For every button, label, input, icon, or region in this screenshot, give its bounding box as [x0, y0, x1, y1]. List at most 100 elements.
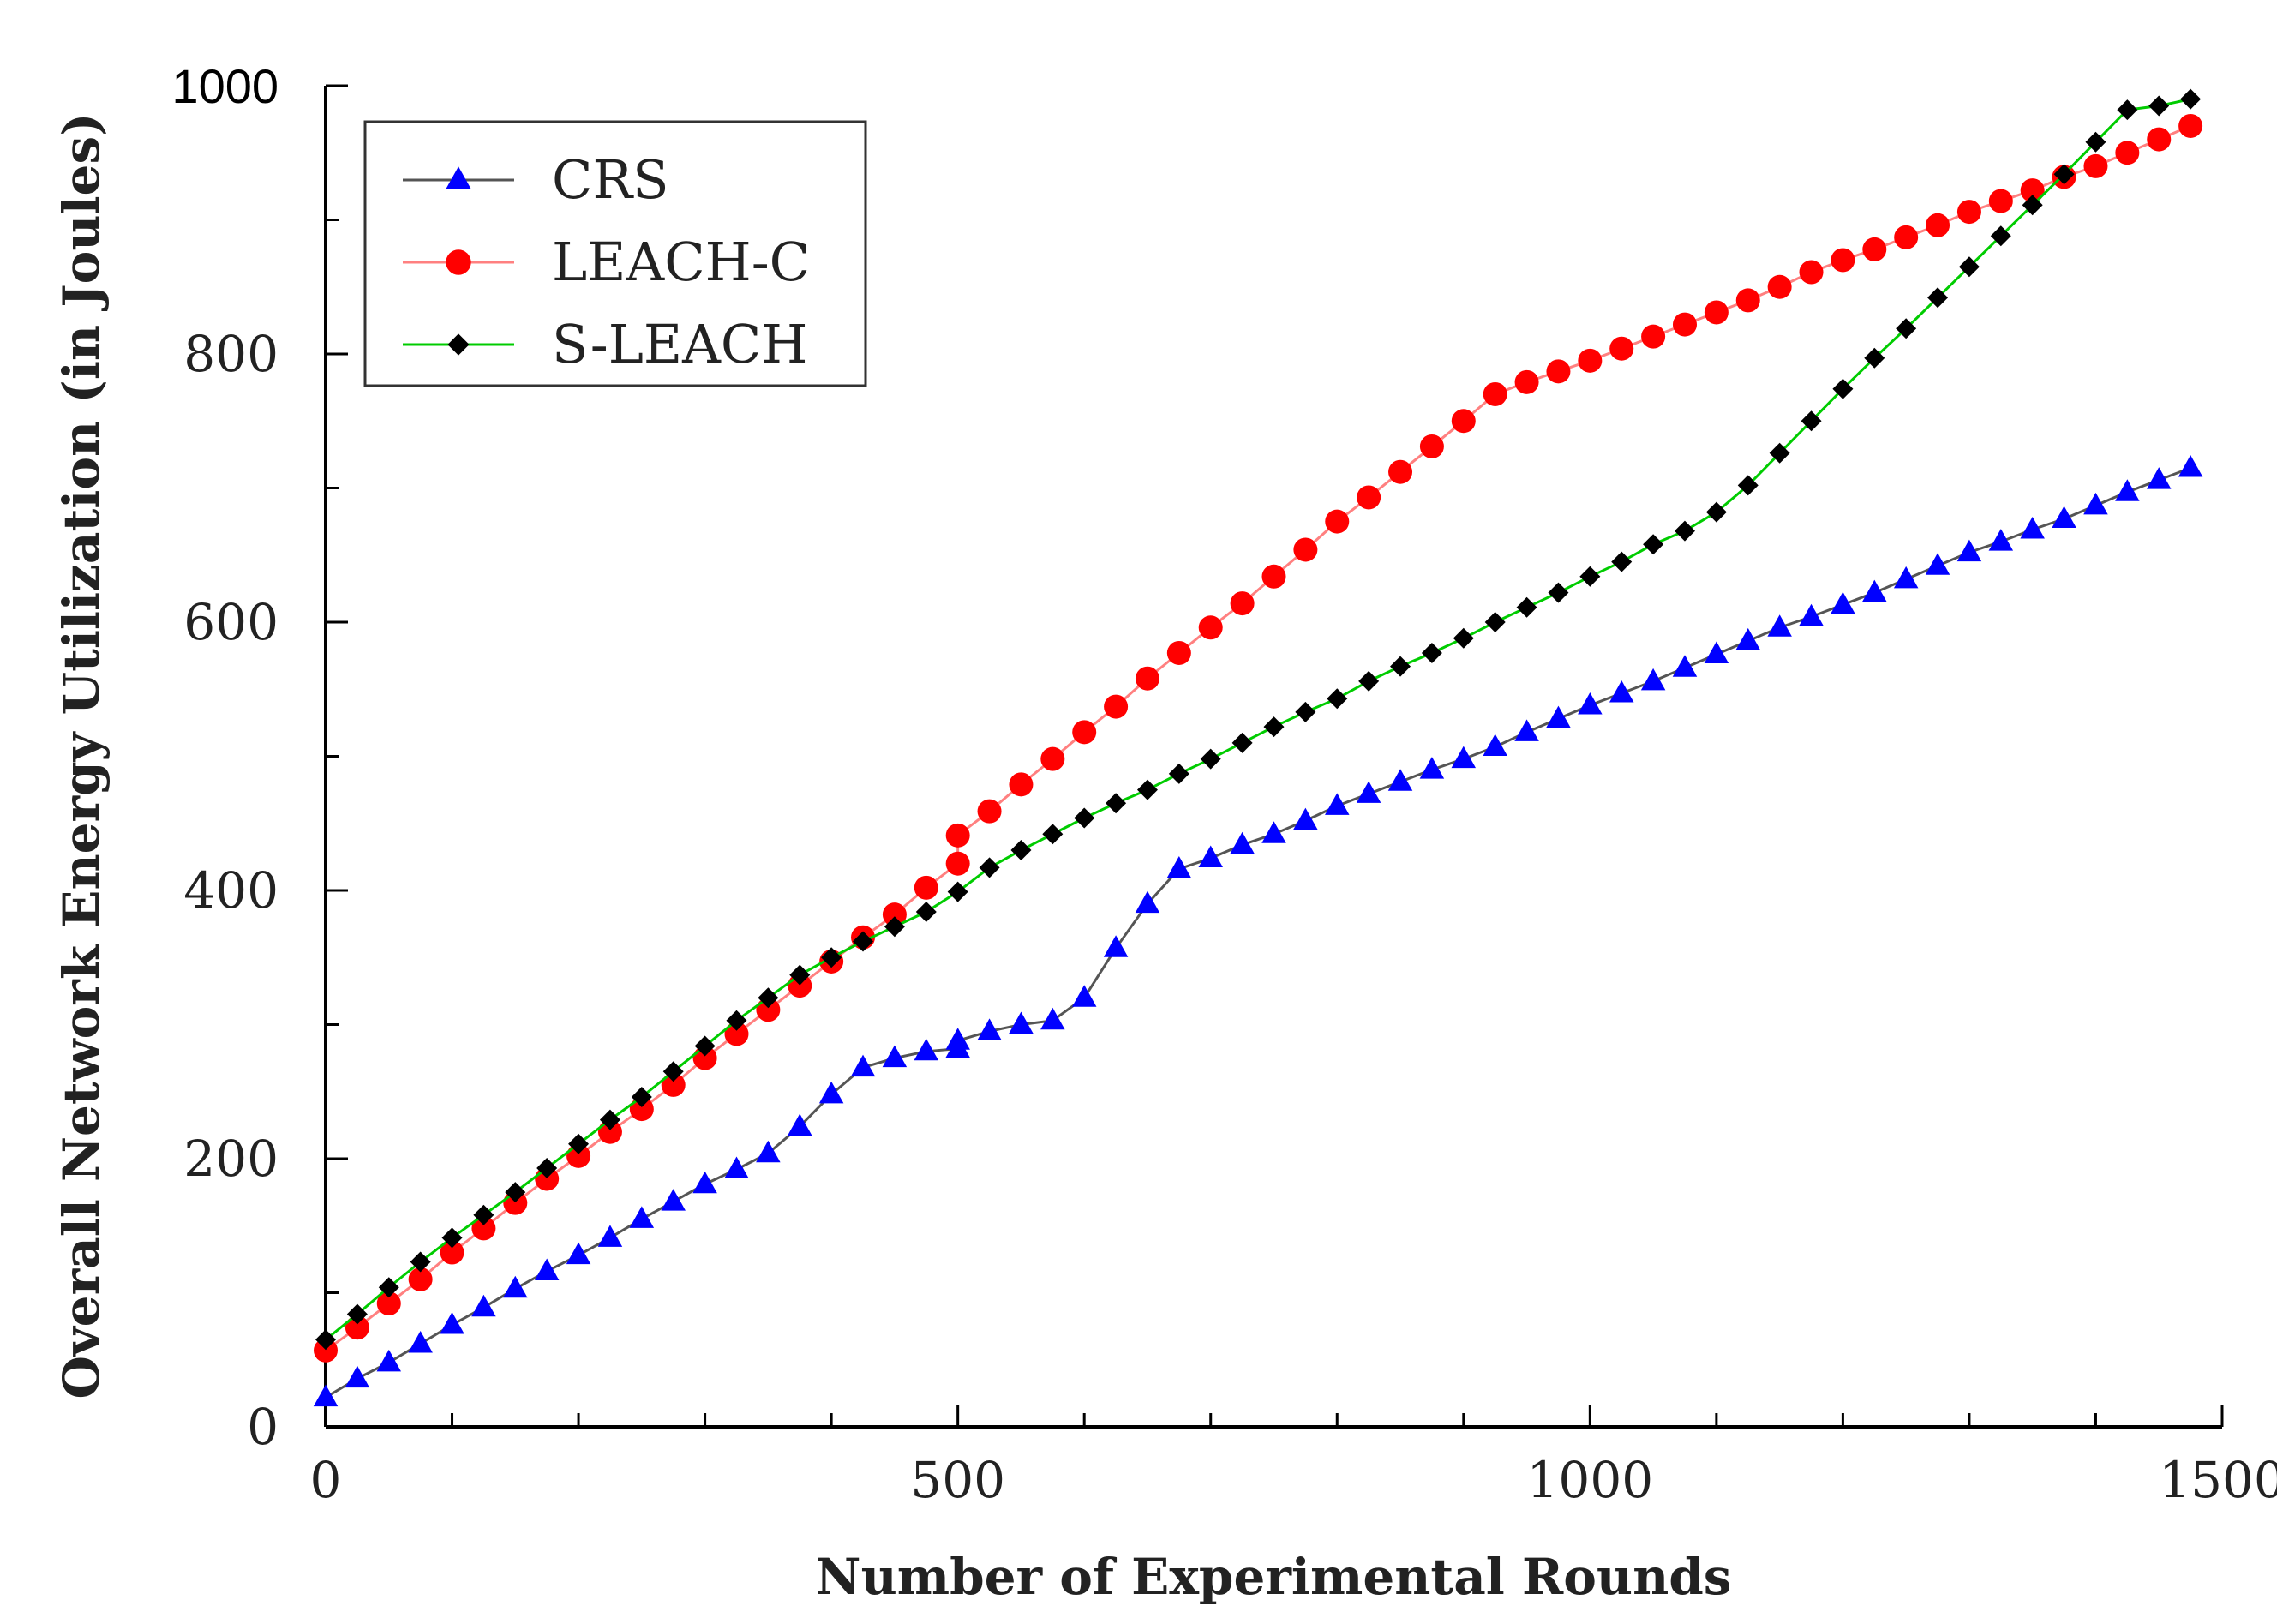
circle-marker [314, 1338, 338, 1363]
circle-marker [471, 1216, 496, 1241]
diamond-marker [1231, 732, 1253, 753]
triangle-marker [1578, 692, 1603, 715]
diamond-marker [631, 1087, 652, 1108]
circle-marker [1578, 348, 1603, 373]
triangle-marker [1893, 566, 1919, 589]
circle-marker [1956, 200, 1981, 225]
diamond-marker [1358, 670, 1380, 692]
diamond-marker [2117, 99, 2138, 121]
circle-marker [440, 1240, 464, 1265]
series-crs [313, 455, 2203, 1407]
diamond-marker [2022, 195, 2043, 216]
triangle-marker [1640, 668, 1666, 691]
diamond-marker [1579, 566, 1601, 587]
circle-marker [1988, 189, 2013, 213]
triangle-marker [1514, 719, 1539, 741]
triangle-marker [1735, 627, 1760, 650]
diamond-marker [1548, 582, 1569, 603]
triangle-marker [882, 1045, 908, 1068]
axis-ticks: 0 500 1000 1500 0 200 400 600 800 1000 [171, 59, 2277, 1509]
circle-marker [1451, 409, 1476, 434]
diamond-marker [447, 333, 470, 356]
circle-marker [1894, 225, 1919, 249]
triangle-marker [2052, 506, 2076, 528]
triangle-marker [566, 1242, 591, 1265]
diamond-marker [441, 1227, 463, 1249]
diamond-marker [2085, 131, 2106, 153]
diamond-marker [947, 881, 968, 902]
diamond-marker [1074, 807, 1095, 829]
diamond-marker [1484, 612, 1506, 632]
legend: CRS LEACH-C S-LEACH [363, 120, 867, 387]
series-s-leach [315, 88, 2202, 1351]
diamond-marker [789, 964, 811, 986]
circle-marker [408, 1267, 433, 1291]
y-tick-label: 600 [183, 593, 279, 651]
y-tick-label: 1000 [171, 59, 279, 113]
circle-marker [1514, 369, 1539, 394]
triangle-marker [1135, 890, 1160, 914]
circle-marker [945, 823, 970, 848]
diamond-marker [1168, 763, 1189, 784]
diamond-marker [694, 1035, 716, 1057]
circle-marker [2178, 113, 2203, 138]
triangle-marker [1799, 603, 1824, 626]
triangle-marker [313, 1384, 339, 1407]
diamond-marker [884, 916, 905, 938]
circle-marker [1609, 336, 1634, 361]
triangle-marker [914, 1038, 939, 1061]
diamond-marker [821, 947, 842, 968]
triangle-marker [2020, 517, 2045, 539]
diamond-marker [1705, 501, 1727, 523]
triangle-marker [1103, 935, 1129, 957]
circle-marker [2115, 141, 2140, 165]
triangle-marker [1166, 855, 1192, 878]
triangle-marker [534, 1258, 560, 1280]
y-axis-title: Overall Network Energy Utilization (in J… [52, 112, 111, 1399]
circle-marker [1546, 359, 1571, 384]
diamond-marker [1958, 256, 1980, 278]
triangle-marker [1419, 757, 1445, 779]
diamond-marker [1327, 688, 1348, 710]
diamond-marker [1611, 551, 1633, 572]
triangle-marker [1009, 1011, 1034, 1034]
diamond-marker [378, 1277, 399, 1298]
triangle-marker [788, 1113, 812, 1136]
triangle-marker [1071, 985, 1097, 1007]
diamond-marker [662, 1061, 684, 1082]
x-tick-label: 500 [910, 1451, 1005, 1509]
diamond-marker [853, 931, 874, 952]
triangle-marker [629, 1206, 655, 1228]
triangle-marker [661, 1189, 686, 1211]
x-axis-title: Number of Experimental Rounds [816, 1548, 1732, 1606]
triangle-marker [1483, 734, 1507, 757]
diamond-marker [1674, 520, 1695, 542]
diamond-marker [1896, 318, 1917, 339]
legend-item-crs: CRS [403, 148, 669, 211]
circle-marker [1831, 248, 1855, 273]
circle-marker [345, 1315, 369, 1340]
triangle-marker [1230, 831, 1255, 854]
diamond-marker [2148, 95, 2170, 117]
diamond-marker [1990, 225, 2011, 247]
circle-marker [977, 799, 1002, 824]
y-tick-label: 800 [183, 325, 279, 383]
triangle-marker [1356, 781, 1381, 803]
circle-marker [1926, 213, 1950, 237]
diamond-marker [1136, 779, 1158, 800]
triangle-marker [2083, 492, 2108, 515]
triangle-marker [1546, 705, 1571, 728]
legend-item-s-leach: S-LEACH [403, 313, 807, 375]
diamond-marker [979, 857, 1000, 878]
diamond-marker [1453, 627, 1474, 649]
circle-marker [1293, 537, 1318, 562]
series-layer [313, 88, 2203, 1407]
circle-marker [2083, 153, 2108, 178]
triangle-marker [945, 1028, 970, 1050]
diamond-marker [346, 1303, 368, 1325]
circle-marker [914, 875, 938, 900]
diamond-marker [315, 1329, 336, 1351]
triangle-marker [724, 1156, 749, 1179]
legend-box [363, 120, 867, 387]
circle-marker [1072, 720, 1097, 745]
